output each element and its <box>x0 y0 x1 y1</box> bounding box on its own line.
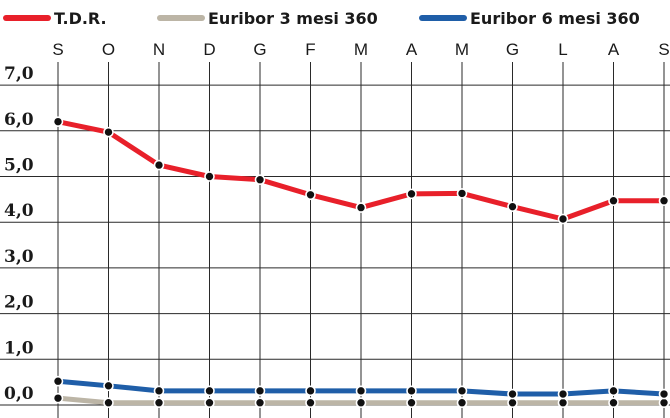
x-tick-label: N <box>153 40 165 59</box>
x-tick-label: A <box>406 40 418 59</box>
x-tick-label: G <box>506 40 519 59</box>
chart-legend: T.D.R. Euribor 3 mesi 360 Euribor 6 mesi… <box>3 9 640 28</box>
y-tick-label: 4,0 <box>4 201 34 221</box>
data-point <box>456 397 468 409</box>
x-tick-label: F <box>305 40 315 59</box>
data-point <box>153 159 165 171</box>
y-axis-labels: 0,0 1,0 2,0 3,0 4,0 5,0 6,0 7,0 <box>4 64 34 404</box>
x-tick-label: D <box>203 40 215 59</box>
x-tick-label: M <box>455 40 469 59</box>
data-point <box>456 385 468 397</box>
data-point <box>355 385 367 397</box>
data-point <box>557 213 569 225</box>
data-point <box>406 188 417 200</box>
data-point <box>153 385 165 397</box>
data-point <box>204 171 215 182</box>
x-tick-label: S <box>52 40 63 59</box>
y-tick-label: 6,0 <box>4 110 34 130</box>
x-tick-label: A <box>608 40 620 59</box>
data-point <box>406 385 417 397</box>
y-tick-label: 0,0 <box>4 384 34 404</box>
data-point <box>254 174 266 185</box>
data-point <box>305 189 316 201</box>
data-point <box>52 375 64 387</box>
data-point <box>305 397 316 409</box>
data-point <box>103 397 114 409</box>
data-point <box>507 201 518 212</box>
y-tick-label: 3,0 <box>4 247 34 267</box>
x-tick-label: S <box>658 40 669 59</box>
data-point <box>204 397 215 409</box>
data-point <box>52 392 64 404</box>
data-point <box>153 397 165 409</box>
x-tick-label: M <box>354 40 368 59</box>
data-point <box>557 388 569 400</box>
data-point <box>103 380 114 392</box>
data-point <box>254 397 266 409</box>
y-tick-label: 5,0 <box>4 156 34 176</box>
data-point <box>456 188 468 199</box>
data-point <box>507 397 518 409</box>
data-point <box>507 388 518 400</box>
y-tick-label: 2,0 <box>4 293 34 313</box>
x-tick-label: L <box>558 40 567 59</box>
data-point <box>204 385 215 397</box>
data-point <box>355 202 367 213</box>
data-point <box>406 397 417 409</box>
data-point <box>305 385 316 397</box>
data-point <box>658 195 670 207</box>
data-point <box>608 397 619 409</box>
legend-label-euribor-3m: Euribor 3 mesi 360 <box>208 9 378 28</box>
data-point <box>608 195 619 207</box>
legend-label-euribor-6m: Euribor 6 mesi 360 <box>470 9 640 28</box>
data-point <box>608 385 619 397</box>
data-point <box>658 397 670 409</box>
data-point <box>658 388 670 400</box>
data-point <box>355 397 367 409</box>
data-point <box>254 385 266 397</box>
y-tick-label: 1,0 <box>4 338 34 358</box>
data-point <box>52 116 64 127</box>
x-tick-label: G <box>253 40 266 59</box>
chart-grid <box>0 62 670 418</box>
data-point <box>557 397 569 409</box>
data-point <box>103 126 114 138</box>
series-points <box>52 116 670 409</box>
y-tick-label: 7,0 <box>4 64 34 84</box>
legend-label-tdr: T.D.R. <box>54 9 107 28</box>
x-tick-label: O <box>102 40 115 59</box>
